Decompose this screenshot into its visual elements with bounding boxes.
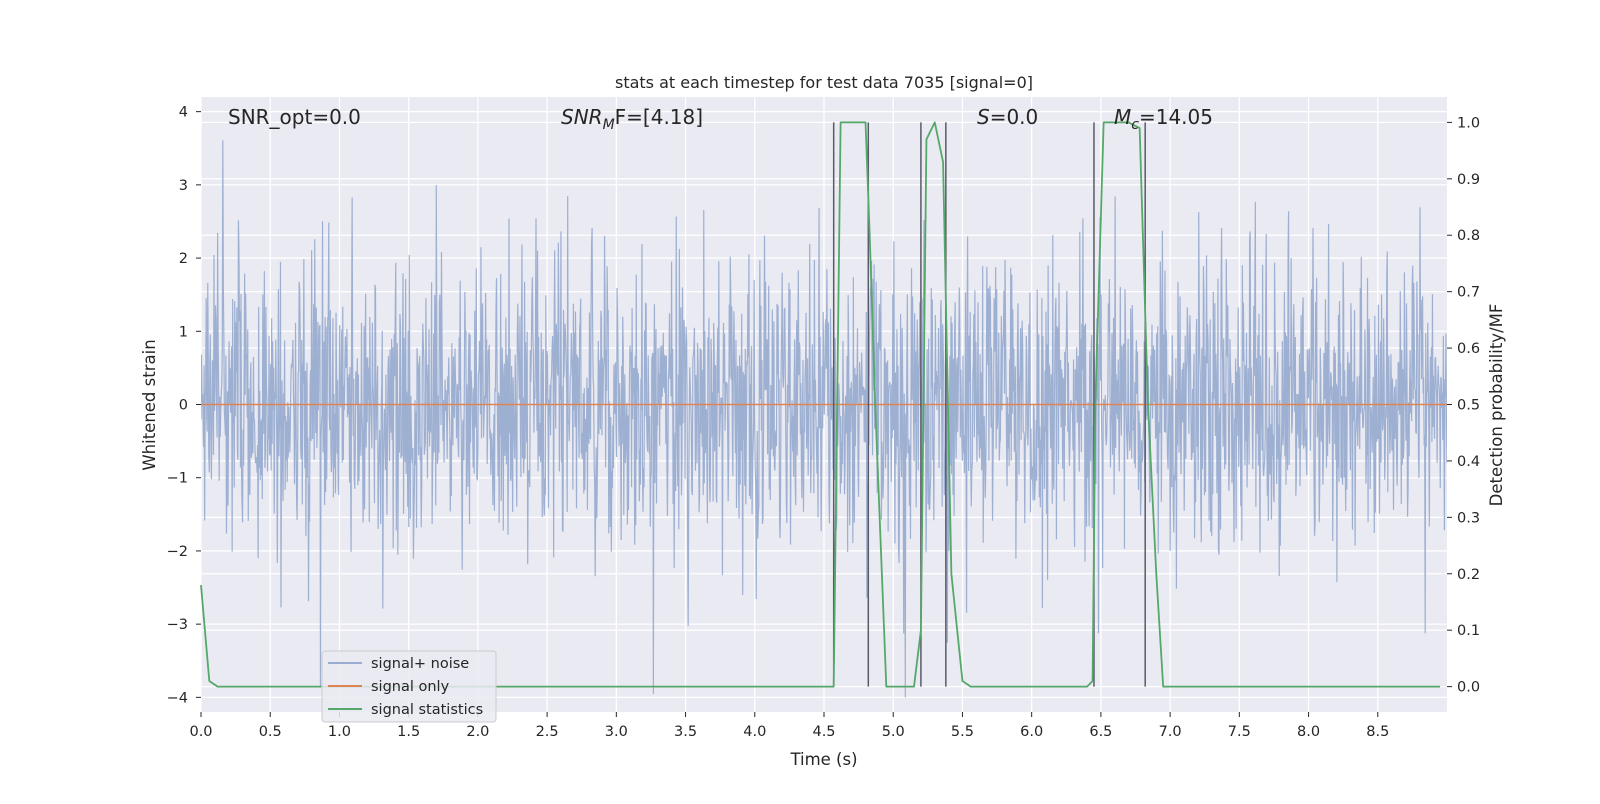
- x-tick-label-14: 7.0: [1159, 724, 1182, 740]
- x-tick-label-12: 6.0: [1020, 724, 1043, 740]
- annotation-s-italic: S: [977, 105, 990, 129]
- annotation-mc-rest: =14.05: [1139, 105, 1213, 129]
- annotation-snr-mf: SNRMF=[4.18]: [561, 105, 703, 133]
- x-tick-label-6: 3.0: [605, 724, 628, 740]
- y-right-tick-label-7: 0.7: [1457, 285, 1480, 301]
- legend-label-statistics: signal statistics: [371, 702, 483, 718]
- legend-box: [321, 650, 497, 723]
- y-right-tick-label-6: 0.6: [1457, 341, 1480, 357]
- x-tick-label-15: 7.5: [1228, 724, 1251, 740]
- signal-statistics-series-group: [200, 121, 1441, 688]
- x-tick-label-17: 8.5: [1366, 724, 1389, 740]
- x-tick-label-8: 4.0: [743, 724, 766, 740]
- y-left-tick-label-3: −1: [167, 471, 188, 487]
- annotation-s-rest: =0.0: [990, 105, 1039, 129]
- y-right-tick-label-3: 0.3: [1457, 510, 1480, 526]
- x-tick-label-4: 2.0: [466, 724, 489, 740]
- y-right-tick-label-1: 0.1: [1457, 623, 1480, 639]
- annotation-snr-mf-base: SNR: [561, 105, 603, 129]
- annotation-mc-italic: M: [1114, 105, 1131, 129]
- annotation-mc: Mc=14.05: [1114, 105, 1213, 133]
- y-axis-label-left: Whitened strain: [140, 339, 159, 470]
- x-tick-label-16: 8.0: [1297, 724, 1320, 740]
- legend: signal+ noise signal only signal statist…: [321, 650, 497, 723]
- annotation-snr-mf-rest: F=[4.18]: [615, 105, 703, 129]
- y-right-tick-label-8: 0.8: [1457, 228, 1480, 244]
- y-right-tick-label-0: 0.0: [1457, 680, 1480, 696]
- y-right-tick-label-2: 0.2: [1457, 567, 1480, 583]
- series-signal-noise: [201, 140, 1447, 698]
- y-left-tick-label-2: −2: [167, 544, 188, 560]
- annotation-snr-mf-sub: M: [603, 117, 615, 133]
- x-tick-label-5: 2.5: [536, 724, 559, 740]
- x-tick-label-13: 6.5: [1089, 724, 1112, 740]
- x-tick-label-1: 0.5: [259, 724, 282, 740]
- y-left-tick-label-6: 2: [179, 251, 188, 267]
- y-left-tick-label-8: 4: [179, 105, 188, 121]
- chart-title: stats at each timestep for test data 703…: [615, 73, 1033, 92]
- x-tick-label-11: 5.5: [951, 724, 974, 740]
- series-signal-statistics: [200, 121, 1441, 688]
- x-tick-label-9: 4.5: [812, 724, 835, 740]
- axis-ticks: 0.0 0.5 1.0 1.5 2.0 2.5 3.0 3.5 4.0 4.5 5.0 5.5 6.0 6…: [167, 105, 1480, 740]
- y-left-tick-label-7: 3: [179, 178, 188, 194]
- x-axis-label: Time (s): [789, 750, 857, 769]
- x-tick-label-2: 1.0: [328, 724, 351, 740]
- x-tick-label-0: 0.0: [189, 724, 212, 740]
- y-left-tick-label-0: −4: [167, 690, 188, 706]
- annotation-snr-opt: SNR_opt=0.0: [228, 105, 361, 129]
- legend-label-noise: signal+ noise: [371, 656, 469, 672]
- noise-series-group: [201, 140, 1447, 698]
- legend-label-signal: signal only: [371, 679, 450, 695]
- y-axis-label-right: Detection probability/MF: [1487, 304, 1506, 507]
- y-right-tick-label-9: 0.9: [1457, 172, 1480, 188]
- annotation-mc-sub: c: [1131, 117, 1139, 133]
- y-left-tick-label-4: 0: [179, 398, 188, 414]
- x-tick-label-3: 1.5: [397, 724, 420, 740]
- x-tick-label-10: 5.0: [882, 724, 905, 740]
- annotation-s: S=0.0: [977, 105, 1038, 129]
- y-left-tick-label-5: 1: [179, 324, 188, 340]
- y-left-tick-label-1: −3: [167, 617, 188, 633]
- y-right-tick-label-5: 0.5: [1457, 398, 1480, 414]
- y-right-tick-label-10: 1.0: [1457, 115, 1480, 131]
- x-tick-label-7: 3.5: [674, 724, 697, 740]
- y-right-tick-label-4: 0.4: [1457, 454, 1480, 470]
